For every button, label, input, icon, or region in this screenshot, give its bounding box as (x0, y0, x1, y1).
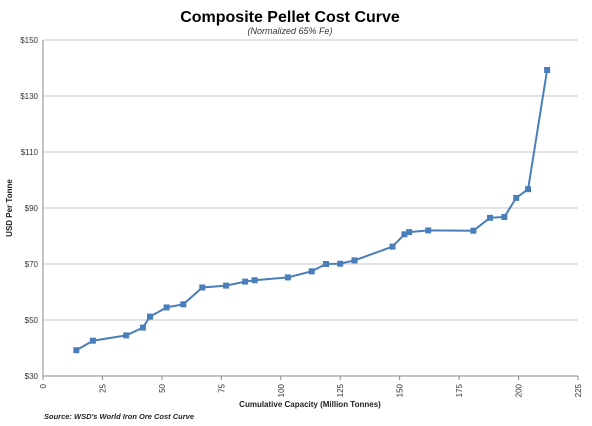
data-point (337, 260, 344, 267)
y-tick-label: $110 (21, 148, 39, 157)
y-tick-label: $90 (25, 204, 39, 213)
x-tick-label: 150 (396, 383, 405, 397)
data-point (501, 214, 508, 220)
y-tick-label: $30 (25, 372, 39, 381)
x-tick-label: 50 (158, 383, 167, 392)
data-point (470, 227, 477, 234)
data-point (242, 278, 249, 285)
data-point (308, 268, 315, 275)
x-tick-label: 100 (277, 383, 286, 397)
x-tick-label: 0 (39, 383, 48, 388)
axes (42, 40, 579, 380)
data-point (351, 257, 358, 264)
y-tick-label: $150 (20, 36, 38, 45)
data-point (389, 243, 396, 250)
data-point (163, 304, 170, 311)
x-tick-label: 200 (515, 383, 524, 397)
data-point (251, 277, 258, 284)
data-point (544, 67, 551, 73)
data-point (284, 274, 291, 281)
data-point (180, 301, 187, 308)
chart-subtitle: (Normalized 65% Fe) (247, 26, 332, 36)
x-tick-label: 25 (98, 383, 107, 392)
x-tick-label: 225 (574, 383, 583, 397)
x-tick-label: 175 (455, 383, 464, 397)
data-point (401, 231, 408, 238)
chart-title: Composite Pellet Cost Curve (180, 9, 400, 26)
data-point (487, 214, 493, 221)
data-point (323, 261, 329, 267)
data-point (123, 332, 130, 339)
data-point (525, 186, 532, 193)
y-axis-label: USD Per Tonne (5, 179, 14, 237)
data-point (199, 284, 206, 291)
data-point (89, 337, 96, 344)
data-point (425, 227, 432, 234)
x-tick-label: 75 (217, 383, 226, 392)
tick-labels: $30 $50 $70 $90 $110 $130 $150 0 25 50 75 100 125 150… (20, 36, 583, 397)
y-tick-label: $50 (25, 316, 39, 325)
source-note: Source: WSD's World Iron Ore Cost Curve (44, 412, 194, 421)
x-tick-label: 125 (336, 383, 345, 397)
y-tick-label: $130 (20, 92, 38, 101)
x-axis-label: Cumulative Capacity (Million Tonnes) (239, 400, 381, 409)
data-point (73, 347, 80, 354)
data-point (223, 282, 230, 289)
data-series (73, 67, 551, 354)
data-point (147, 313, 153, 320)
series-line (75, 69, 549, 352)
y-tick-label: $70 (25, 260, 39, 269)
data-point (139, 324, 146, 331)
gridlines (43, 39, 578, 377)
data-point (406, 229, 413, 236)
data-point (513, 194, 520, 201)
